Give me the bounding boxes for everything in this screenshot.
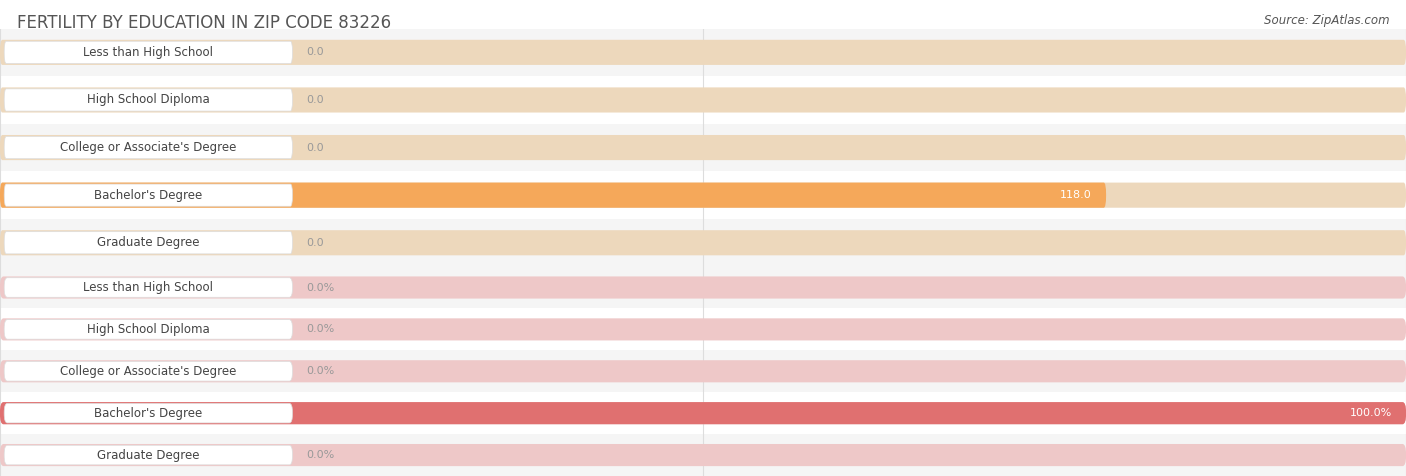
- Text: 0.0: 0.0: [307, 47, 325, 58]
- Text: 0.0%: 0.0%: [307, 324, 335, 335]
- Text: 0.0%: 0.0%: [307, 450, 335, 460]
- Text: 0.0: 0.0: [307, 95, 325, 105]
- FancyBboxPatch shape: [4, 278, 292, 298]
- Text: High School Diploma: High School Diploma: [87, 323, 209, 336]
- Text: 0.0%: 0.0%: [307, 366, 335, 377]
- FancyBboxPatch shape: [4, 445, 292, 465]
- FancyBboxPatch shape: [4, 184, 292, 206]
- FancyBboxPatch shape: [0, 183, 1406, 208]
- FancyBboxPatch shape: [0, 360, 1406, 382]
- Text: Less than High School: Less than High School: [83, 46, 214, 59]
- Bar: [0, 308, 1406, 350]
- Text: Bachelor's Degree: Bachelor's Degree: [94, 188, 202, 202]
- Text: College or Associate's Degree: College or Associate's Degree: [60, 141, 236, 154]
- Text: 0.0: 0.0: [307, 142, 325, 153]
- Text: FERTILITY BY EDUCATION IN ZIP CODE 83226: FERTILITY BY EDUCATION IN ZIP CODE 83226: [17, 14, 391, 32]
- Text: 100.0%: 100.0%: [1350, 408, 1392, 418]
- FancyBboxPatch shape: [0, 230, 1406, 255]
- Text: 118.0: 118.0: [1060, 190, 1092, 200]
- FancyBboxPatch shape: [0, 318, 1406, 340]
- FancyBboxPatch shape: [4, 361, 292, 381]
- Bar: [0, 219, 1406, 267]
- FancyBboxPatch shape: [4, 41, 292, 63]
- Bar: [0, 267, 1406, 308]
- FancyBboxPatch shape: [4, 89, 292, 111]
- Text: High School Diploma: High School Diploma: [87, 93, 209, 107]
- FancyBboxPatch shape: [0, 402, 1406, 424]
- Text: Graduate Degree: Graduate Degree: [97, 236, 200, 249]
- FancyBboxPatch shape: [0, 183, 1107, 208]
- Bar: [0, 124, 1406, 171]
- FancyBboxPatch shape: [0, 402, 1406, 424]
- FancyBboxPatch shape: [4, 319, 292, 339]
- Text: Less than High School: Less than High School: [83, 281, 214, 294]
- Bar: [0, 350, 1406, 392]
- Bar: [0, 392, 1406, 434]
- Bar: [0, 171, 1406, 219]
- FancyBboxPatch shape: [4, 137, 292, 159]
- Text: 0.0: 0.0: [307, 238, 325, 248]
- Text: College or Associate's Degree: College or Associate's Degree: [60, 365, 236, 378]
- FancyBboxPatch shape: [4, 403, 292, 423]
- Text: 0.0%: 0.0%: [307, 282, 335, 293]
- FancyBboxPatch shape: [0, 277, 1406, 298]
- Bar: [0, 76, 1406, 124]
- Text: Graduate Degree: Graduate Degree: [97, 448, 200, 462]
- FancyBboxPatch shape: [0, 444, 1406, 466]
- FancyBboxPatch shape: [0, 135, 1406, 160]
- FancyBboxPatch shape: [0, 88, 1406, 112]
- FancyBboxPatch shape: [0, 40, 1406, 65]
- FancyBboxPatch shape: [4, 232, 292, 254]
- Text: Bachelor's Degree: Bachelor's Degree: [94, 407, 202, 420]
- Bar: [0, 29, 1406, 76]
- Bar: [0, 434, 1406, 476]
- Text: Source: ZipAtlas.com: Source: ZipAtlas.com: [1264, 14, 1389, 27]
